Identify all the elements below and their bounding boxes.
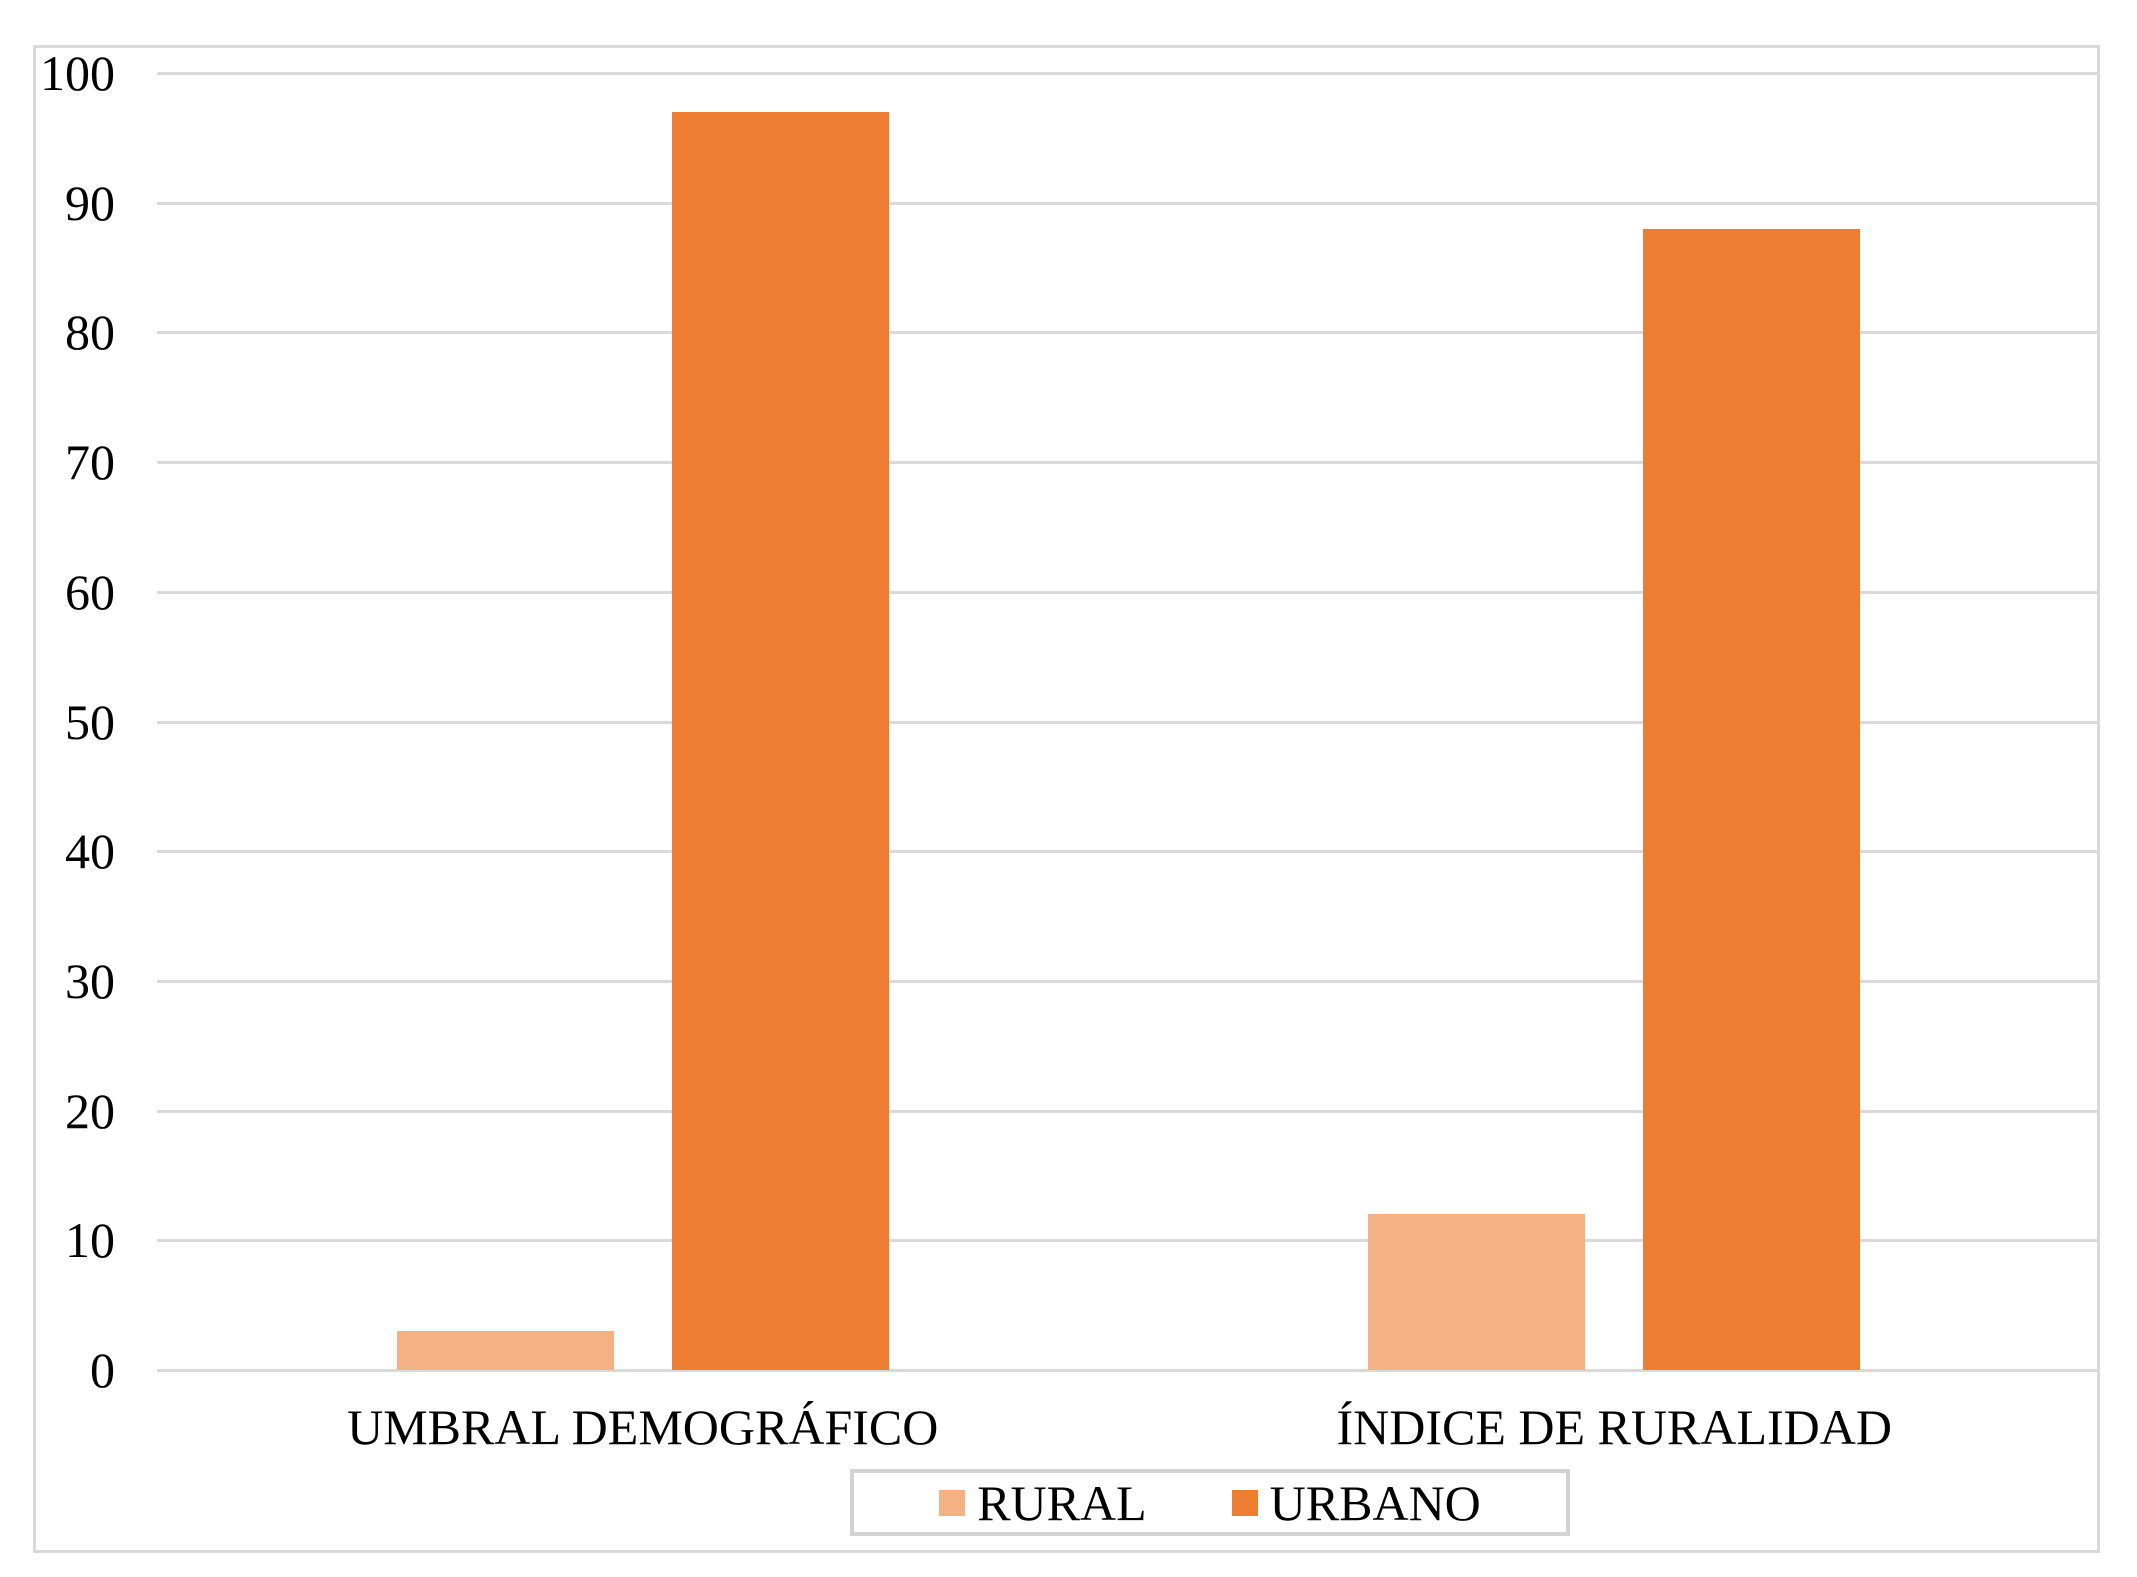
y-axis-tick-labels: 0 10 20 30 40 50 60 70 80 90 100 <box>33 48 115 1395</box>
y-tick-label-90: 90 <box>65 174 115 231</box>
y-tick-label-30: 30 <box>65 952 115 1009</box>
category-label-indice-de-ruralidad: ÍNDICE DE RURALIDAD <box>1336 1399 1893 1455</box>
gridline-y-40 <box>157 850 2100 854</box>
legend-label-rural: RURAL <box>977 1474 1147 1531</box>
legend-entry-rural: RURAL <box>939 1474 1147 1531</box>
y-tick-label-0: 0 <box>90 1342 115 1398</box>
category-label-umbral-demografico: UMBRAL DEMOGRÁFICO <box>347 1399 939 1455</box>
y-tick-label-100: 100 <box>40 45 115 101</box>
y-tick-label-10: 10 <box>65 1212 115 1269</box>
legend-swatch-urbano-icon <box>1231 1489 1258 1516</box>
gridline-y-20 <box>157 1109 2100 1113</box>
plot-area <box>157 72 2101 1372</box>
bar-group-1 <box>157 73 1129 1370</box>
gridline-y-10 <box>157 1239 2100 1243</box>
gridline-y-30 <box>157 979 2100 983</box>
gridline-y-90 <box>157 201 2100 205</box>
gridline-y-60 <box>157 590 2100 594</box>
bar-rural-1 <box>396 1331 614 1370</box>
y-tick-label-40: 40 <box>65 823 115 880</box>
gridline-y-70 <box>157 461 2100 465</box>
legend: RURAL URBANO <box>850 1469 1570 1536</box>
bar-group-2 <box>1129 73 2101 1370</box>
y-tick-label-80: 80 <box>65 304 115 361</box>
y-tick-label-20: 20 <box>65 1082 115 1139</box>
legend-label-urbano: URBANO <box>1269 1474 1481 1531</box>
bar-urbano-2 <box>1643 228 1861 1370</box>
y-tick-label-70: 70 <box>65 434 115 491</box>
gridline-y-50 <box>157 720 2100 724</box>
bar-rural-2 <box>1368 1214 1586 1370</box>
gridline-y-100 <box>157 72 2100 75</box>
y-tick-label-60: 60 <box>65 563 115 620</box>
gridline-y-80 <box>157 331 2100 335</box>
legend-swatch-rural-icon <box>939 1489 966 1516</box>
legend-entry-urbano: URBANO <box>1231 1474 1481 1531</box>
y-tick-label-50: 50 <box>65 693 115 750</box>
x-axis-category-labels: UMBRAL DEMOGRÁFICO ÍNDICE DE RURALIDAD <box>157 1398 2100 1456</box>
gridline-y-0 <box>157 1369 2100 1372</box>
bar-urbano-1 <box>671 111 889 1370</box>
